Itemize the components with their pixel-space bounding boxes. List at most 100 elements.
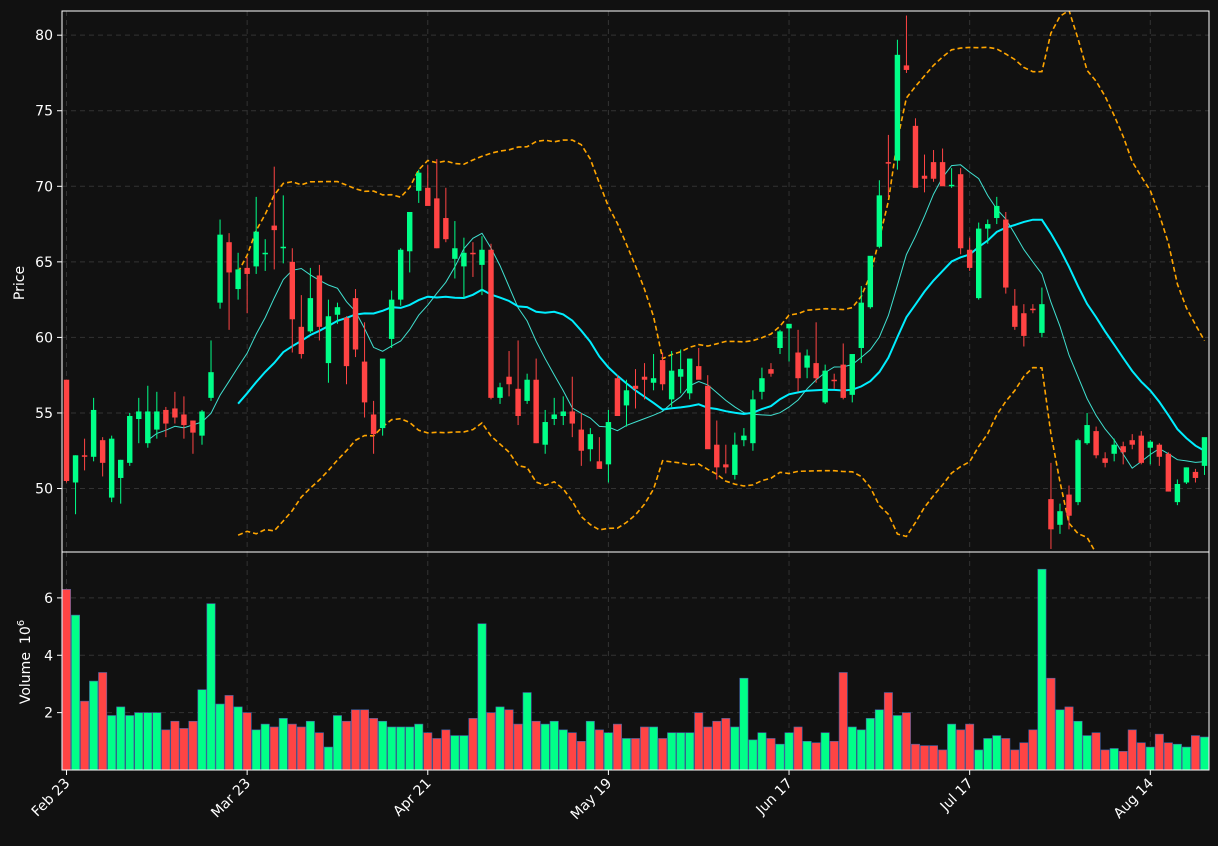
- volume-bar: [378, 720, 388, 770]
- volume-bar: [233, 706, 243, 770]
- volume-bar: [802, 741, 812, 770]
- volume-bar: [197, 689, 207, 770]
- candle-body: [226, 242, 232, 273]
- candle-body: [659, 360, 666, 385]
- volume-bar: [477, 623, 487, 770]
- volume-bar: [612, 723, 622, 770]
- volume-bar: [775, 743, 785, 770]
- volume-tick-label: 2: [44, 706, 53, 722]
- candle-body: [262, 252, 268, 255]
- price-tick-label: 80: [35, 28, 53, 44]
- volume-bar: [441, 729, 451, 770]
- candle-body: [858, 302, 864, 348]
- candle-body: [641, 376, 648, 380]
- candle-body: [741, 435, 747, 441]
- candle-body: [714, 444, 720, 468]
- volume-bar: [98, 672, 108, 770]
- volume-bar: [387, 726, 397, 770]
- volume-bar: [161, 729, 171, 770]
- candle-body: [199, 411, 205, 436]
- candle-body: [912, 125, 919, 188]
- volume-bar: [992, 735, 1002, 770]
- candle-body: [497, 387, 503, 398]
- volume-bar: [793, 726, 803, 770]
- volume-bar: [1073, 720, 1083, 770]
- candle-body: [127, 415, 133, 463]
- volume-plot-area: [62, 568, 1209, 770]
- volume-bar: [1154, 733, 1164, 770]
- candle-body: [425, 187, 431, 206]
- candle-body: [190, 420, 196, 433]
- candle-body: [145, 411, 151, 444]
- candle-body: [903, 65, 910, 70]
- candle-body: [677, 369, 684, 377]
- price-tick-label: 50: [35, 482, 53, 498]
- candle-body: [443, 218, 449, 240]
- volume-axis-label: Volume: [18, 652, 34, 704]
- candle-body: [822, 370, 828, 403]
- candle-body: [343, 317, 350, 367]
- candle-body: [72, 455, 79, 483]
- volume-bar: [1082, 735, 1092, 770]
- candle-body: [1057, 511, 1063, 525]
- candle-body: [488, 249, 494, 398]
- candle-body: [217, 234, 223, 303]
- candle-body: [1039, 304, 1045, 333]
- candle-body: [416, 172, 422, 191]
- candle-body: [1012, 305, 1018, 327]
- volume-bar: [305, 720, 315, 770]
- candle-body: [397, 249, 404, 300]
- candle-body: [894, 54, 901, 161]
- volume-bar: [712, 720, 722, 770]
- volume-bar: [396, 726, 406, 770]
- candle-body: [668, 370, 675, 400]
- volume-tick-label: 6: [44, 591, 53, 607]
- candle-body: [379, 358, 386, 429]
- volume-bar: [1091, 732, 1101, 770]
- candle-body: [280, 246, 286, 249]
- volume-bar: [1019, 742, 1029, 770]
- volume-bar: [522, 692, 532, 770]
- volume-bar: [685, 732, 695, 770]
- candle-body: [1165, 453, 1172, 492]
- candle-body: [650, 378, 657, 383]
- volume-bar: [125, 715, 135, 770]
- candle-body: [1183, 467, 1190, 483]
- candle-body: [542, 422, 548, 445]
- volume-bar: [540, 723, 550, 770]
- candle-body: [1174, 483, 1181, 503]
- volume-bar: [730, 726, 740, 770]
- candle-body: [560, 411, 566, 416]
- candle-body: [813, 363, 819, 379]
- volume-bar: [956, 729, 966, 770]
- candle-body: [632, 385, 639, 389]
- candle-body: [90, 409, 97, 457]
- candle-body: [596, 461, 603, 469]
- price-plot-area: [63, 11, 1208, 552]
- volume-bar: [432, 738, 442, 770]
- volume-bar: [179, 728, 189, 770]
- volume-bar: [965, 723, 975, 770]
- candle-body: [1021, 313, 1027, 336]
- candle-body: [352, 298, 359, 350]
- candle-body: [723, 464, 729, 468]
- volume-bar: [974, 749, 984, 770]
- candle-body: [289, 261, 296, 320]
- candle-body: [452, 248, 458, 259]
- candle-body: [569, 411, 575, 424]
- price-axis-title: Price: [12, 266, 28, 300]
- volume-bar: [405, 726, 415, 770]
- candle-body: [551, 414, 557, 420]
- volume-bar: [314, 732, 324, 770]
- volume-bar: [1181, 746, 1191, 770]
- candle-body: [1138, 435, 1144, 463]
- candle-body: [587, 434, 594, 450]
- volume-tick-label: 4: [44, 648, 53, 664]
- candle-body: [605, 422, 612, 465]
- volume-bar: [1190, 735, 1200, 770]
- volume-bar: [1064, 706, 1074, 770]
- candle-body: [1201, 437, 1208, 466]
- volume-bar: [1037, 568, 1047, 770]
- candle-body: [840, 364, 846, 398]
- candle-body: [1003, 219, 1009, 288]
